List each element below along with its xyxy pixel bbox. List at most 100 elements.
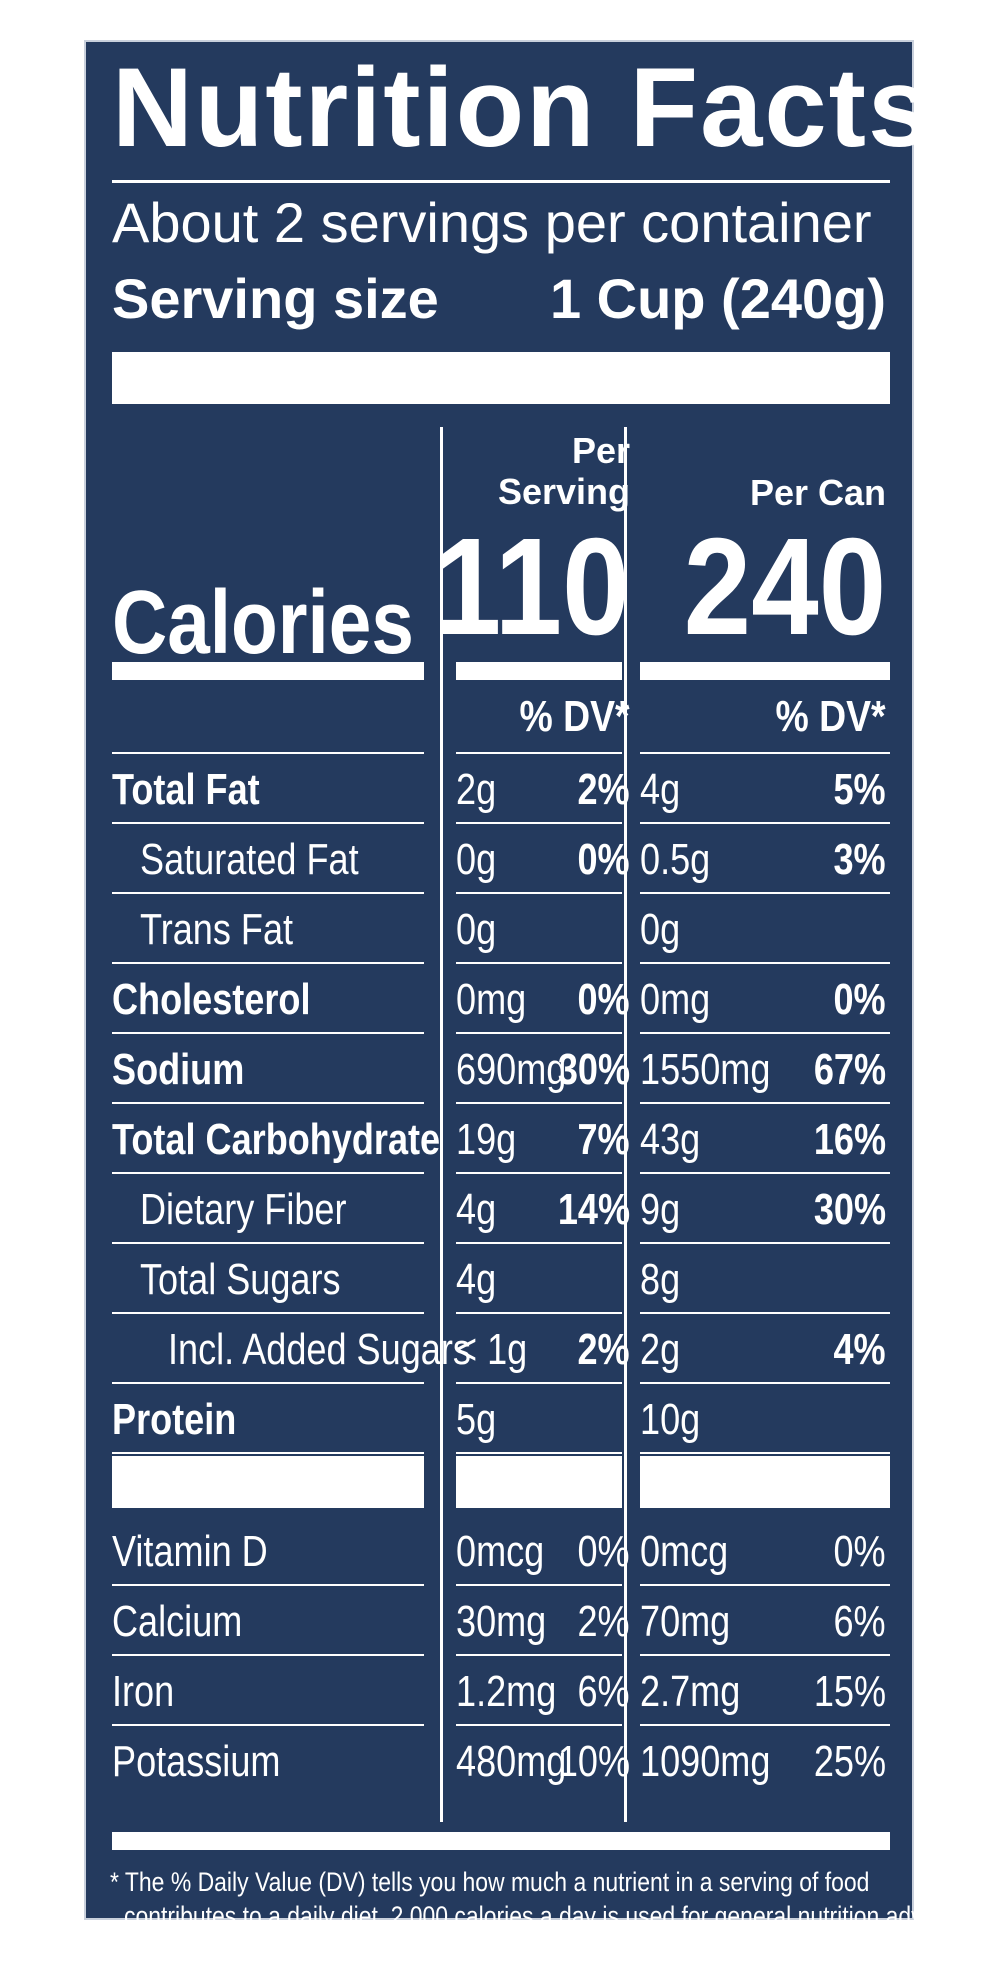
nutrient-row-5-can-amount: 43g — [640, 1115, 701, 1164]
vitamin-row-1-can-dv: 6% — [833, 1597, 886, 1646]
nutrient-row-6-can-amount: 9g — [640, 1185, 681, 1234]
vitamin-row-3-serving-amount: 480mg — [456, 1737, 567, 1786]
per-can-header: Per Can — [749, 472, 886, 513]
nutrient-row-0-serving-amount: 2g — [456, 765, 497, 814]
nutrient-row-2-can-amount: 0g — [640, 905, 681, 954]
nutrient-row-9-rule-serving — [456, 1452, 622, 1454]
nutrient-row-7-rule-can — [640, 1312, 890, 1314]
nutrient-row-0-rule-serving — [456, 822, 622, 824]
vitamin-row-2-serving-dv: 6% — [577, 1667, 630, 1716]
nutrient-row-1-rule-can — [640, 892, 890, 894]
nutrient-row-3-serving-dv: 0% — [577, 975, 630, 1024]
bottom-bar — [112, 1832, 890, 1850]
vitamin-bar-can — [640, 1456, 890, 1508]
nutrient-row-1-can-dv: 3% — [833, 835, 886, 884]
nutrient-row-3-serving-amount: 0mg — [456, 975, 527, 1024]
vitamin-row-0-rule-can — [640, 1584, 890, 1586]
dv-header-can: % DV* — [775, 692, 886, 741]
nutrient-row-8-rule-serving — [456, 1382, 622, 1384]
nutrient-row-4-name: Sodium — [112, 1045, 245, 1094]
dv-header-serving: % DV* — [519, 692, 630, 741]
vitamin-row-0-serving-dv: 0% — [577, 1527, 630, 1576]
nutrient-row-6-serving-amount: 4g — [456, 1185, 497, 1234]
nutrient-row-7-can-amount: 8g — [640, 1255, 681, 1304]
vitamin-row-0-serving-amount: 0mcg — [456, 1527, 545, 1576]
vitamin-row-3-can-amount: 1090mg — [640, 1737, 771, 1786]
nutrient-row-1-serving-dv: 0% — [577, 835, 630, 884]
vitamin-row-1-serving-amount: 30mg — [456, 1597, 547, 1646]
vitamin-row-1-serving-dv: 2% — [577, 1597, 630, 1646]
nutrient-row-8-can-dv: 4% — [833, 1325, 886, 1374]
nutrient-row-1-rule-serving — [456, 892, 622, 894]
nutrient-row-9-rule-can — [640, 1452, 890, 1454]
calories-per-can: 240 — [683, 510, 886, 664]
nutrient-row-0-rule-can — [640, 822, 890, 824]
nutrient-row-1-serving-amount: 0g — [456, 835, 497, 884]
vitamin-row-0-rule-name — [112, 1584, 424, 1586]
nutrient-row-4-rule-can — [640, 1102, 890, 1104]
vitamin-row-2-can-amount: 2.7mg — [640, 1667, 741, 1716]
nutrient-row-6-serving-dv: 14% — [557, 1185, 630, 1234]
nutrient-row-3-rule-name — [112, 1032, 424, 1034]
serving-size-label: Serving size — [112, 267, 439, 330]
nutrient-row-5-rule-can — [640, 1172, 890, 1174]
vitamin-row-1-rule-can — [640, 1654, 890, 1656]
nutrient-row-6-rule-serving — [456, 1242, 622, 1244]
vitamin-row-3-name: Potassium — [112, 1737, 281, 1786]
nutrient-row-4-rule-serving — [456, 1102, 622, 1104]
nutrient-row-5-rule-name — [112, 1172, 424, 1174]
nutrient-row-3-can-amount: 0mg — [640, 975, 711, 1024]
footnote-line2: contributes to a daily diet. 2,000 calor… — [124, 1901, 959, 1931]
vitamin-row-1-rule-name — [112, 1654, 424, 1656]
vitamin-row-0-name: Vitamin D — [112, 1527, 268, 1576]
nutrient-row-8-rule-name — [112, 1382, 424, 1384]
dv-header-rule-can — [640, 752, 890, 754]
nutrient-row-5-name: Total Carbohydrate — [112, 1115, 441, 1164]
vitamin-row-2-rule-serving — [456, 1724, 622, 1726]
nutrient-row-0-rule-name — [112, 822, 424, 824]
nutrient-row-4-can-dv: 67% — [813, 1045, 886, 1094]
nutrient-row-1-can-amount: 0.5g — [640, 835, 711, 884]
nutrient-row-5-serving-amount: 19g — [456, 1115, 517, 1164]
title-rule — [112, 180, 890, 183]
nutrient-row-6-rule-name — [112, 1242, 424, 1244]
nutrient-row-1-rule-name — [112, 892, 424, 894]
nutrient-row-8-rule-can — [640, 1382, 890, 1384]
nutrient-row-2-name: Trans Fat — [140, 905, 294, 954]
nutrient-row-2-rule-can — [640, 962, 890, 964]
nutrient-row-4-rule-name — [112, 1102, 424, 1104]
nutrient-row-4-can-amount: 1550mg — [640, 1045, 771, 1094]
nutrient-row-8-name: Incl. Added Sugars — [168, 1325, 471, 1374]
nutrient-row-9-rule-name — [112, 1452, 424, 1454]
nutrient-row-0-can-amount: 4g — [640, 765, 681, 814]
footnote-line1: * The % Daily Value (DV) tells you how m… — [110, 1867, 870, 1897]
nutrient-row-3-rule-can — [640, 1032, 890, 1034]
servings-per-container: About 2 servings per container — [112, 191, 872, 254]
vitamin-row-2-rule-can — [640, 1724, 890, 1726]
vitamin-bar-serving — [456, 1456, 622, 1508]
column-divider-right — [624, 427, 627, 1822]
nutrient-row-0-can-dv: 5% — [833, 765, 886, 814]
nutrient-row-6-rule-can — [640, 1242, 890, 1244]
thick-bar-top — [112, 352, 890, 404]
vitamin-row-1-rule-serving — [456, 1654, 622, 1656]
per-serving-header-line1: Per — [571, 430, 630, 471]
vitamin-row-3-serving-dv: 10% — [557, 1737, 630, 1786]
vitamin-row-0-can-dv: 0% — [833, 1527, 886, 1576]
calories-rule-serving — [456, 662, 622, 680]
nutrient-row-3-can-dv: 0% — [833, 975, 886, 1024]
nutrient-row-2-rule-serving — [456, 962, 622, 964]
nutrient-row-5-can-dv: 16% — [813, 1115, 886, 1164]
vitamin-row-0-can-amount: 0mcg — [640, 1527, 729, 1576]
nutrient-row-7-rule-serving — [456, 1312, 622, 1314]
nutrient-row-8-serving-amount: < 1g — [456, 1325, 528, 1374]
nutrient-row-3-name: Cholesterol — [112, 975, 311, 1024]
vitamin-row-2-name: Iron — [112, 1667, 175, 1716]
nutrient-row-8-can-amount: 2g — [640, 1325, 681, 1374]
nutrient-row-4-serving-amount: 690mg — [456, 1045, 567, 1094]
vitamin-row-2-rule-name — [112, 1724, 424, 1726]
nutrient-row-5-serving-dv: 7% — [577, 1115, 630, 1164]
nutrient-row-1-name: Saturated Fat — [140, 835, 359, 884]
vitamin-row-0-rule-serving — [456, 1584, 622, 1586]
vitamin-row-1-can-amount: 70mg — [640, 1597, 731, 1646]
